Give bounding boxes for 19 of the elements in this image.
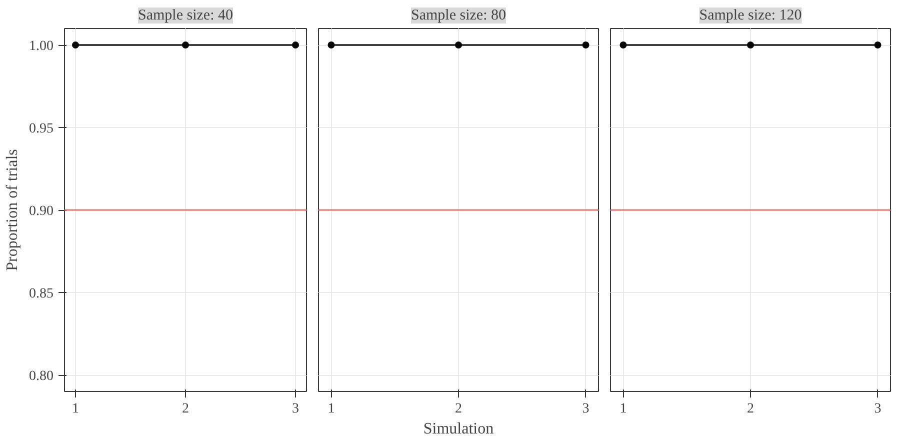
y-tick-label: 0.90 [29, 204, 54, 219]
y-tick-label: 1.00 [29, 39, 54, 54]
x-tick-label: 3 [582, 402, 590, 416]
chart-title: Sample size: 40 [138, 8, 233, 24]
chart-title: Sample size: 120 [699, 8, 802, 24]
x-tick-label: 1 [620, 402, 627, 416]
x-tick-label: 2 [455, 402, 462, 416]
y-tick-label: 0.85 [29, 286, 54, 302]
x-tick-label: 3 [292, 402, 299, 416]
y-tick-label: 0.95 [29, 122, 54, 136]
x-tick-label: 1 [328, 402, 335, 416]
x-tick-label: 2 [747, 402, 754, 416]
y-axis-title: Proportion of trials [4, 149, 21, 271]
y-tick-label: 0.80 [29, 369, 54, 384]
x-tick-label: 1 [72, 402, 79, 416]
x-tick-label: 2 [182, 402, 189, 416]
x-tick-label: 3 [874, 402, 882, 416]
x-axis-title: Simulation [423, 420, 494, 438]
chart-title: Sample size: 80 [411, 8, 506, 24]
